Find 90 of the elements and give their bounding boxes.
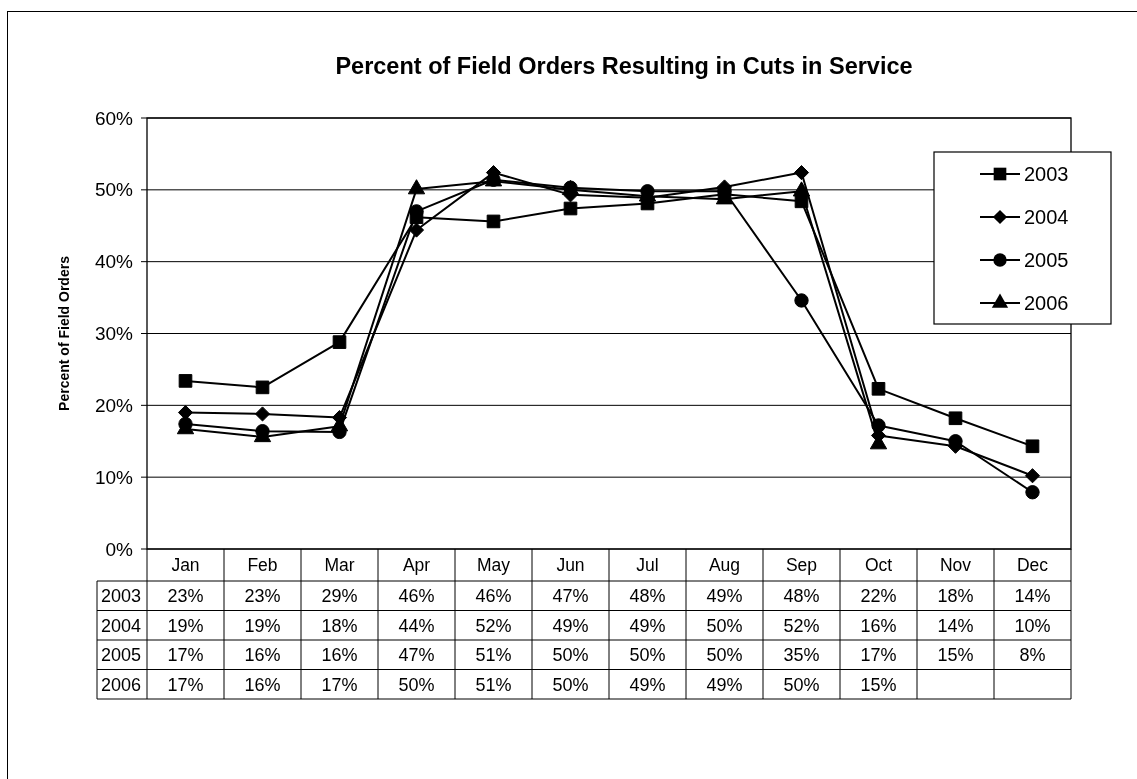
data-label: 50% <box>783 674 820 695</box>
data-label: 50% <box>629 645 666 666</box>
x-tick-label: Nov <box>939 555 972 576</box>
x-tick-label: Jan <box>171 555 200 576</box>
point <box>793 165 810 181</box>
text: 2003 <box>101 586 142 607</box>
data-label: 14% <box>937 615 974 636</box>
data-label: 29% <box>321 586 358 607</box>
data-label: 51% <box>475 645 512 666</box>
data-label: 18% <box>937 586 974 607</box>
data-label: 18% <box>321 615 358 636</box>
x-tick-label: Mar <box>324 555 355 576</box>
legend-label: 2005 <box>1024 249 1069 271</box>
data-label: 16% <box>244 674 281 695</box>
data-label: 50% <box>552 645 589 666</box>
data-label: 49% <box>629 615 666 636</box>
point <box>948 411 963 426</box>
data-label: 51% <box>475 674 512 695</box>
data-label: 49% <box>552 615 589 636</box>
data-label: 52% <box>475 615 512 636</box>
point <box>1025 485 1040 500</box>
legend-label: 2006 <box>1024 292 1069 314</box>
data-label: 46% <box>475 586 512 607</box>
point <box>563 201 578 216</box>
data-label: 19% <box>244 615 281 636</box>
y-tick-label: 50% <box>94 179 134 201</box>
y-tick-label: 10% <box>94 466 134 488</box>
data-label: 14% <box>1014 586 1051 607</box>
data-label: 8% <box>1019 645 1046 666</box>
legend-label: 2003 <box>1024 163 1069 185</box>
chart-title: Percent of Field Orders Resulting in Cuts in Service <box>335 53 913 79</box>
data-label: 50% <box>552 674 589 695</box>
data-label: 50% <box>398 674 435 695</box>
point <box>255 380 270 395</box>
text: 2004 <box>101 615 142 636</box>
x-tick-label: Aug <box>708 555 741 576</box>
data-label: 16% <box>244 645 281 666</box>
point <box>178 374 193 388</box>
y-tick-label: 20% <box>94 394 134 416</box>
data-label: 10% <box>1014 615 1051 636</box>
data-label: 52% <box>783 615 820 636</box>
point <box>254 406 271 422</box>
point <box>871 381 886 396</box>
data-label: 50% <box>706 645 743 666</box>
data-label: 16% <box>321 645 358 666</box>
data-label: 47% <box>398 645 435 666</box>
x-tick-label: Jul <box>636 555 659 576</box>
data-label: 17% <box>860 645 897 666</box>
point <box>794 293 809 308</box>
point <box>332 335 347 349</box>
x-tick-label: Feb <box>247 555 278 576</box>
point <box>871 418 886 433</box>
text: 2006 <box>101 674 142 695</box>
data-label: 44% <box>398 615 435 636</box>
data-label: 15% <box>860 674 897 695</box>
point <box>1025 439 1040 454</box>
data-label: 17% <box>321 674 358 695</box>
data-label: 22% <box>860 586 897 607</box>
data-label: 49% <box>629 674 666 695</box>
point <box>408 222 425 238</box>
data-label: 47% <box>552 586 589 607</box>
y-axis-title: Percent of Field Orders <box>56 255 72 411</box>
data-label: 49% <box>706 674 743 695</box>
y-tick-label: 60% <box>94 107 134 129</box>
x-tick-label: Oct <box>864 555 893 576</box>
data-label: 19% <box>167 615 204 636</box>
data-label: 23% <box>167 586 204 607</box>
x-tick-label: May <box>476 555 511 576</box>
data-label: 50% <box>706 615 743 636</box>
x-tick-label: Jun <box>556 555 585 576</box>
point <box>486 214 501 229</box>
data-label: 17% <box>167 645 204 666</box>
y-tick-label: 40% <box>94 251 134 273</box>
data-label: 15% <box>937 645 974 666</box>
y-tick-label: 30% <box>94 323 134 345</box>
data-label: 23% <box>244 586 281 607</box>
data-label: 48% <box>629 586 666 607</box>
x-tick-label: Apr <box>402 555 431 576</box>
legend-label: 2004 <box>1024 206 1069 228</box>
data-label: 16% <box>860 615 897 636</box>
x-tick-label: Sep <box>785 555 818 576</box>
data-label: 48% <box>783 586 820 607</box>
y-tick-label: 0% <box>105 538 134 560</box>
data-label: 46% <box>398 586 435 607</box>
text: 2005 <box>101 645 142 666</box>
data-label: 17% <box>167 674 204 695</box>
data-label: 35% <box>783 645 820 666</box>
point <box>1024 468 1041 484</box>
data-label: 49% <box>706 586 743 607</box>
x-tick-label: Dec <box>1016 555 1049 576</box>
